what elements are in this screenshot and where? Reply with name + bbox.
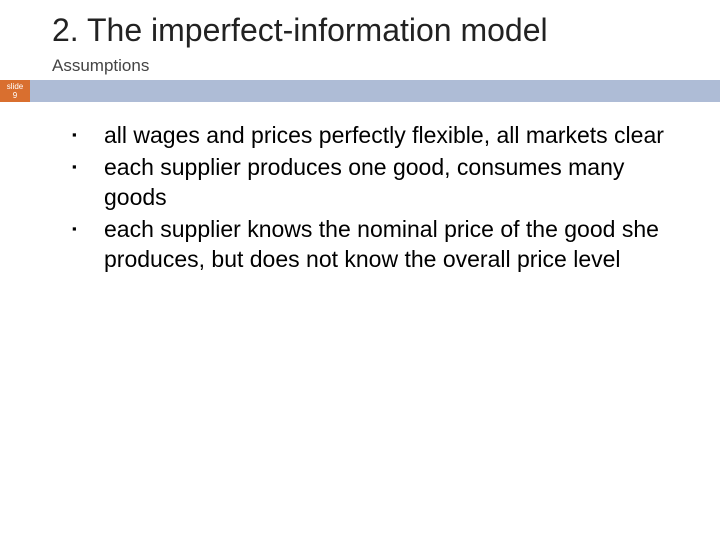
bullet-text: each supplier knows the nominal price of… <box>104 214 682 274</box>
bullet-text: each supplier produces one good, consume… <box>104 152 682 212</box>
bullet-icon: ▪ <box>72 120 82 150</box>
bullet-list: ▪ all wages and prices perfectly flexibl… <box>72 120 682 276</box>
bullet-text: all wages and prices perfectly flexible,… <box>104 120 664 150</box>
list-item: ▪ each supplier produces one good, consu… <box>72 152 682 212</box>
bullet-icon: ▪ <box>72 152 82 182</box>
list-item: ▪ each supplier knows the nominal price … <box>72 214 682 274</box>
slide-number-tab: slide 9 <box>0 80 30 102</box>
list-item: ▪ all wages and prices perfectly flexibl… <box>72 120 682 150</box>
slide-title: 2. The imperfect-information model <box>52 12 548 49</box>
slide-subtitle: Assumptions <box>52 56 149 76</box>
bullet-icon: ▪ <box>72 214 82 244</box>
accent-band <box>0 80 720 102</box>
slide-number-label: slide <box>7 82 23 91</box>
slide-number-value: 9 <box>13 91 17 100</box>
